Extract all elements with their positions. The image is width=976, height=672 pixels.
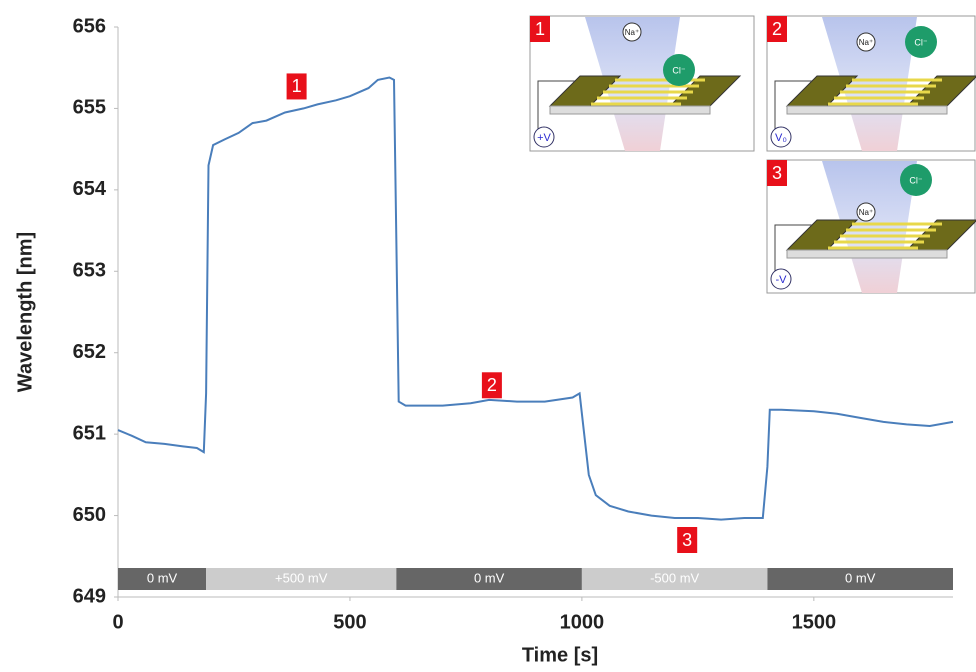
annotation: 1 — [287, 73, 307, 99]
y-tick-label: 654 — [73, 178, 107, 200]
anion-label: Cl⁻ — [672, 65, 685, 75]
y-tick-label: 656 — [73, 15, 106, 37]
anion-label: Cl⁻ — [909, 175, 922, 185]
annotation-text: 1 — [292, 76, 302, 96]
inset: -V Na⁺ Cl⁻ 3 — [767, 160, 976, 293]
cation-label: Na⁺ — [859, 208, 873, 217]
x-tick-label: 1000 — [560, 611, 605, 633]
annotation: 2 — [482, 372, 502, 398]
inset-label: 3 — [772, 163, 782, 183]
annotation: 3 — [677, 527, 697, 553]
cation-label: Na⁺ — [859, 38, 873, 47]
voltage-label: +V — [537, 132, 551, 144]
x-tick-label: 1500 — [792, 611, 837, 633]
substrate — [787, 106, 947, 114]
voltage-band-label: 0 mV — [474, 570, 505, 585]
y-tick-label: 650 — [73, 504, 106, 526]
chart: Time [s] Wavelength [nm] 649 650 651 652 653… — [0, 0, 976, 672]
voltage-band-label: +500 mV — [275, 570, 328, 585]
voltage-band-label: -500 mV — [650, 570, 699, 585]
anion-label: Cl⁻ — [914, 37, 927, 47]
substrate — [550, 106, 710, 114]
substrate — [787, 250, 947, 258]
annotation-text: 3 — [682, 530, 692, 550]
inset: +V Na⁺ Cl⁻ 1 — [530, 16, 754, 151]
y-tick-label: 652 — [73, 341, 106, 363]
inset: V₀ Na⁺ Cl⁻ 2 — [767, 16, 976, 151]
voltage-label: -V — [776, 274, 788, 286]
y-tick-label: 653 — [73, 260, 106, 282]
x-tick-label: 500 — [333, 611, 366, 633]
inset-label: 1 — [535, 19, 545, 39]
y-axis-title: Wavelength [nm] — [14, 232, 36, 392]
y-tick-label: 655 — [73, 97, 106, 119]
cation-label: Na⁺ — [625, 28, 639, 37]
x-tick-label: 0 — [112, 611, 123, 633]
voltage-label: V₀ — [775, 132, 787, 144]
annotation-text: 2 — [487, 375, 497, 395]
y-tick-label: 649 — [73, 585, 106, 607]
inset-label: 2 — [772, 19, 782, 39]
voltage-band-label: 0 mV — [147, 570, 178, 585]
voltage-band-label: 0 mV — [845, 570, 876, 585]
x-axis-title: Time [s] — [522, 644, 598, 666]
y-tick-label: 651 — [73, 422, 106, 444]
